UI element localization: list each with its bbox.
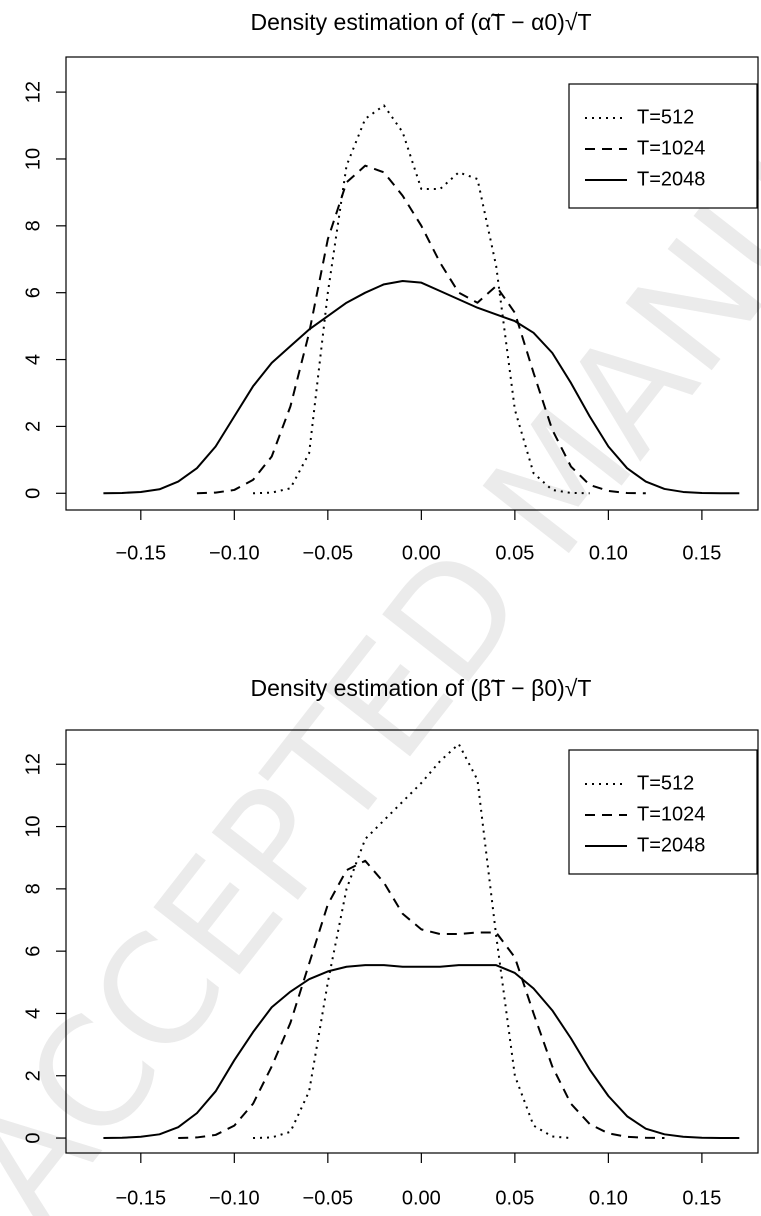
y-tick-label: 6 xyxy=(22,946,44,957)
x-tick-label: 0.10 xyxy=(589,1187,628,1209)
y-tick-label: 4 xyxy=(22,1008,44,1019)
x-tick-label: −0.15 xyxy=(116,1187,167,1209)
series-line xyxy=(103,964,740,1140)
series-line xyxy=(178,859,665,1140)
y-tick-label: 2 xyxy=(22,1070,44,1081)
y-tick-label: 10 xyxy=(22,148,44,170)
y-tick-label: 12 xyxy=(22,753,44,775)
x-tick-label: −0.05 xyxy=(303,542,354,564)
x-tick-label: −0.10 xyxy=(209,1187,260,1209)
legend-label: T=1024 xyxy=(637,137,705,159)
series-line xyxy=(103,279,740,495)
x-tick-label: 0.15 xyxy=(682,542,721,564)
legend-label: T=2048 xyxy=(637,834,705,856)
x-tick-label: 0.05 xyxy=(495,542,534,564)
legend-box xyxy=(568,749,758,875)
series-line xyxy=(196,164,646,495)
y-tick-label: 0 xyxy=(22,1132,44,1143)
legend-label: T=512 xyxy=(637,772,694,794)
plot-frame xyxy=(65,56,759,511)
series-line xyxy=(252,104,590,495)
chart-title: Density estimation of (β̃T − β0)√T xyxy=(251,675,592,701)
y-tick-label: 10 xyxy=(22,815,44,837)
x-tick-label: 0.15 xyxy=(682,1187,721,1209)
y-tick-label: 2 xyxy=(22,421,44,432)
y-tick-label: 4 xyxy=(22,354,44,365)
x-tick-label: −0.15 xyxy=(116,542,167,564)
panel: Density estimation of (β̃T − β0)√T 0 2 4 6 8 1… xyxy=(22,675,759,1209)
x-tick-label: 0.00 xyxy=(402,1187,441,1209)
x-tick-label: 0.10 xyxy=(589,542,628,564)
chart-title: Density estimation of (α̃T − α0)√T xyxy=(250,9,591,35)
legend-label: T=2048 xyxy=(637,168,705,190)
y-tick-label: 8 xyxy=(22,883,44,894)
plot-frame xyxy=(65,729,759,1154)
panel: Density estimation of (α̃T − α0)√T 0 2 4 6 8 1… xyxy=(22,9,759,564)
x-tick-label: −0.05 xyxy=(303,1187,354,1209)
y-tick-label: 6 xyxy=(22,287,44,298)
legend-box xyxy=(568,83,758,209)
x-tick-label: 0.00 xyxy=(402,542,441,564)
legend-label: T=1024 xyxy=(637,803,705,825)
y-tick-label: 0 xyxy=(22,488,44,499)
x-tick-label: 0.05 xyxy=(495,1187,534,1209)
y-tick-label: 8 xyxy=(22,220,44,231)
y-tick-label: 12 xyxy=(22,81,44,103)
legend-label: T=512 xyxy=(637,106,694,128)
x-tick-label: −0.10 xyxy=(209,542,260,564)
